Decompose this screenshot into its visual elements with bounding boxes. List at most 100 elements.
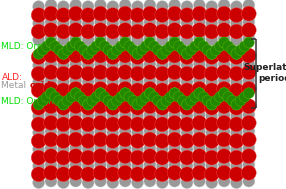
- Ellipse shape: [93, 115, 108, 130]
- Ellipse shape: [94, 108, 106, 121]
- Ellipse shape: [217, 99, 232, 114]
- Ellipse shape: [142, 132, 157, 147]
- Ellipse shape: [206, 59, 218, 71]
- Ellipse shape: [167, 65, 182, 80]
- Ellipse shape: [206, 160, 218, 172]
- Ellipse shape: [118, 132, 133, 147]
- Ellipse shape: [93, 48, 108, 63]
- Ellipse shape: [130, 117, 145, 132]
- Ellipse shape: [214, 41, 225, 52]
- Ellipse shape: [142, 165, 157, 180]
- Ellipse shape: [93, 132, 108, 147]
- Ellipse shape: [41, 41, 52, 52]
- Ellipse shape: [218, 74, 230, 87]
- Ellipse shape: [156, 34, 168, 46]
- Ellipse shape: [169, 142, 181, 154]
- Ellipse shape: [239, 91, 250, 102]
- Ellipse shape: [56, 66, 71, 81]
- Ellipse shape: [45, 88, 56, 99]
- Ellipse shape: [157, 99, 168, 110]
- Ellipse shape: [119, 158, 131, 170]
- Ellipse shape: [105, 50, 120, 64]
- Ellipse shape: [243, 0, 255, 11]
- Ellipse shape: [144, 88, 155, 99]
- Ellipse shape: [118, 48, 133, 63]
- Ellipse shape: [132, 17, 144, 29]
- Ellipse shape: [70, 58, 82, 70]
- Ellipse shape: [194, 37, 205, 48]
- Ellipse shape: [231, 160, 243, 172]
- Ellipse shape: [136, 45, 147, 56]
- Ellipse shape: [169, 108, 181, 121]
- Ellipse shape: [118, 6, 133, 21]
- Ellipse shape: [167, 81, 182, 96]
- Ellipse shape: [149, 41, 160, 52]
- Ellipse shape: [180, 100, 194, 115]
- Ellipse shape: [206, 99, 217, 110]
- Ellipse shape: [31, 50, 46, 64]
- Ellipse shape: [99, 41, 110, 52]
- Ellipse shape: [33, 160, 45, 172]
- Ellipse shape: [182, 48, 192, 59]
- Ellipse shape: [81, 150, 96, 165]
- Ellipse shape: [132, 1, 144, 13]
- Ellipse shape: [241, 132, 256, 147]
- Ellipse shape: [214, 91, 225, 102]
- Ellipse shape: [204, 50, 219, 64]
- Ellipse shape: [144, 58, 156, 70]
- Ellipse shape: [241, 48, 256, 63]
- Ellipse shape: [132, 127, 144, 139]
- Ellipse shape: [156, 17, 168, 29]
- Ellipse shape: [91, 41, 102, 52]
- Ellipse shape: [95, 37, 106, 48]
- Ellipse shape: [142, 115, 157, 130]
- Ellipse shape: [217, 149, 232, 163]
- Ellipse shape: [45, 108, 57, 121]
- Ellipse shape: [94, 158, 106, 170]
- Ellipse shape: [130, 66, 145, 81]
- Text: ALD:: ALD:: [1, 73, 22, 82]
- Ellipse shape: [231, 177, 243, 189]
- Ellipse shape: [186, 95, 196, 106]
- Ellipse shape: [83, 48, 94, 59]
- Ellipse shape: [91, 91, 102, 102]
- Ellipse shape: [206, 76, 218, 88]
- Ellipse shape: [82, 1, 94, 13]
- Ellipse shape: [33, 48, 44, 59]
- Ellipse shape: [218, 0, 230, 11]
- Ellipse shape: [181, 34, 193, 46]
- Ellipse shape: [33, 76, 45, 88]
- Ellipse shape: [33, 34, 45, 46]
- Ellipse shape: [241, 65, 256, 80]
- Ellipse shape: [118, 81, 133, 96]
- Ellipse shape: [219, 37, 230, 48]
- Ellipse shape: [93, 99, 108, 114]
- Ellipse shape: [180, 83, 194, 98]
- Ellipse shape: [119, 175, 131, 187]
- Ellipse shape: [37, 45, 48, 56]
- Ellipse shape: [218, 32, 230, 44]
- Ellipse shape: [241, 23, 256, 37]
- Ellipse shape: [119, 108, 131, 121]
- Ellipse shape: [105, 83, 120, 98]
- Ellipse shape: [107, 110, 119, 122]
- Ellipse shape: [82, 76, 94, 88]
- Ellipse shape: [66, 91, 77, 102]
- Ellipse shape: [45, 88, 56, 99]
- Ellipse shape: [193, 175, 205, 187]
- Ellipse shape: [144, 158, 156, 170]
- Ellipse shape: [33, 143, 45, 155]
- Ellipse shape: [57, 127, 69, 139]
- Ellipse shape: [243, 37, 254, 48]
- Ellipse shape: [82, 59, 94, 71]
- Ellipse shape: [124, 91, 135, 102]
- Ellipse shape: [157, 48, 168, 59]
- Ellipse shape: [132, 177, 144, 189]
- Ellipse shape: [243, 175, 255, 187]
- Ellipse shape: [144, 142, 156, 154]
- Ellipse shape: [156, 76, 168, 88]
- Ellipse shape: [41, 91, 52, 102]
- Ellipse shape: [118, 149, 133, 163]
- Ellipse shape: [217, 6, 232, 21]
- Ellipse shape: [74, 91, 85, 102]
